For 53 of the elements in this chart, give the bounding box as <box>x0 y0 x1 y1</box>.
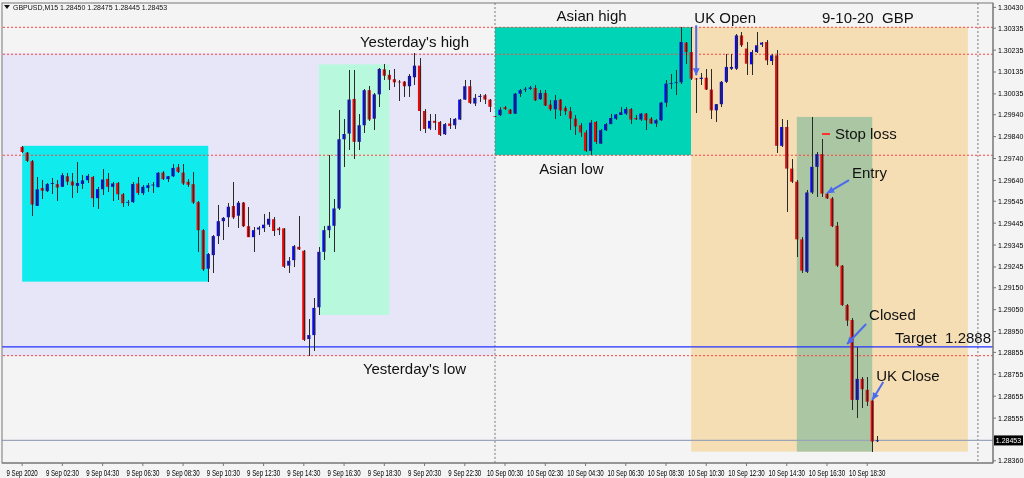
candlestick <box>674 69 678 96</box>
candlestick <box>815 151 819 198</box>
annotation: Entry <box>851 164 888 182</box>
annotation: 9-10-20 GBP <box>822 9 914 26</box>
x-tick-label: 9 Sep 12:30 <box>247 467 281 478</box>
x-tick-label: 9 Sep 04:30 <box>86 467 120 478</box>
x-tick-label: 9 Sep 02:30 <box>45 467 79 478</box>
candlestick <box>835 221 839 268</box>
x-tick-label: 9 Sep 14:30 <box>287 467 321 478</box>
candlestick <box>166 175 170 183</box>
x-tick-label: 10 Sep 00:30 <box>486 467 524 478</box>
candlestick <box>488 98 492 113</box>
candlestick <box>322 225 326 260</box>
annotation: UK Open <box>694 9 757 27</box>
x-tick-label: 9 Sep 06:30 <box>126 467 160 478</box>
candlestick <box>664 79 668 108</box>
annotation: Yesterday's high <box>359 33 470 51</box>
candlestick <box>820 138 824 198</box>
annotation: Yesterday's low <box>362 359 467 377</box>
candlestick <box>659 101 663 122</box>
candlestick <box>332 198 336 253</box>
x-tick-label: 10 Sep 06:30 <box>607 467 644 478</box>
x-tick-label: 10 Sep 14:30 <box>768 467 805 478</box>
x-tick-label: 10 Sep 16:30 <box>808 467 846 478</box>
candlestick <box>337 109 341 211</box>
candlestick <box>830 196 834 228</box>
x-tick-label: 9 Sep 20:30 <box>408 467 442 478</box>
candlestick <box>503 105 507 111</box>
candlestick <box>669 73 673 90</box>
candlestick <box>156 171 160 188</box>
candlestick <box>317 246 321 316</box>
annotation: UK Close <box>876 366 940 384</box>
x-tick-label: 9 Sep 08:30 <box>166 467 200 478</box>
x-tick-label: 9 Sep 22:30 <box>448 467 482 478</box>
x-tick-label: 10 Sep 04:30 <box>567 467 604 478</box>
candlestick <box>840 264 844 307</box>
x-tick-label: 10 Sep 12:30 <box>728 467 765 478</box>
x-tick-label: 10 Sep 10:30 <box>688 467 725 478</box>
x-tick-label: 10 Sep 08:30 <box>647 467 685 478</box>
x-tick-label: 9 Sep 2020 <box>6 467 38 478</box>
candlestick <box>810 116 814 195</box>
ref-line-label: Target 1.2888 <box>895 328 991 346</box>
x-tick-label: 9 Sep 16:30 <box>327 467 361 478</box>
candlestick <box>176 163 180 174</box>
x-tick-label: 10 Sep 02:30 <box>527 467 564 478</box>
annotation: Asian high <box>556 7 627 25</box>
annotation: Stop loss <box>835 125 897 142</box>
x-tick-label: 10 Sep 18:30 <box>849 467 886 478</box>
x-tick-label: 9 Sep 10:30 <box>206 467 240 478</box>
annotation: Asian low <box>539 160 604 178</box>
x-tick-label: 9 Sep 18:30 <box>367 467 401 478</box>
candlestick <box>483 93 487 105</box>
annotation: Closed <box>869 306 916 324</box>
